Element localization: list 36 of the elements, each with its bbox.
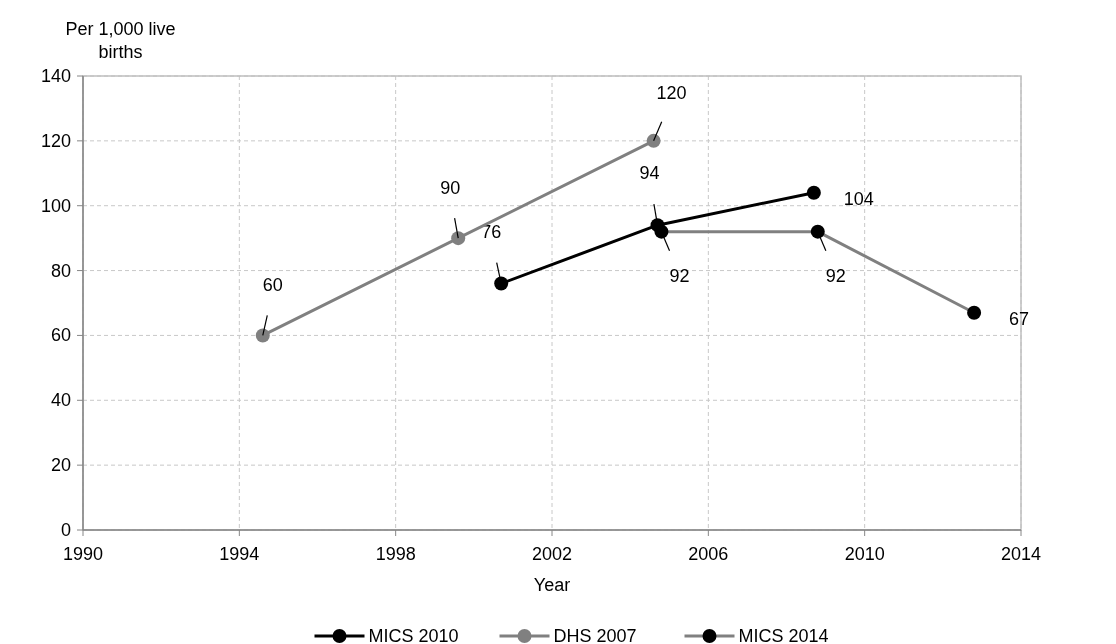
point <box>806 185 821 200</box>
point <box>451 231 466 246</box>
y-tick-label: 40 <box>50 390 71 411</box>
data-label: 120 <box>656 82 687 103</box>
data-label: 60 <box>262 275 283 296</box>
point <box>494 276 509 291</box>
point <box>654 224 669 239</box>
x-tick-label: 1990 <box>62 544 104 564</box>
x-tick-label: 2002 <box>531 544 573 564</box>
y-tick-label: 100 <box>40 195 71 216</box>
x-tick-label: 2014 <box>1000 544 1042 564</box>
y-tick-label: 60 <box>50 325 71 346</box>
x-tick-label: 1998 <box>375 544 416 564</box>
data-label: 104 <box>843 188 874 209</box>
x-tick-label: 1994 <box>219 544 260 564</box>
data-label: 92 <box>825 265 846 286</box>
y-tick-label: 80 <box>50 260 71 281</box>
legend-label: MICS 2010 <box>368 626 459 644</box>
data-label: 90 <box>440 178 461 199</box>
y-tick-label: 20 <box>50 455 71 476</box>
point <box>967 305 982 320</box>
legend-label: MICS 2014 <box>738 626 829 644</box>
legend-label: DHS 2007 <box>553 626 637 644</box>
y-tick-label: 140 <box>40 66 71 86</box>
x-tick-label: 2010 <box>844 544 885 564</box>
x-tick-label: 2006 <box>688 544 729 564</box>
y-axis-title: Per 1,000 live births <box>64 18 177 64</box>
data-label: 67 <box>1009 308 1030 329</box>
x-axis-title: Year <box>533 575 571 595</box>
y-tick-label: 120 <box>40 130 71 151</box>
y-tick-label: 0 <box>60 520 71 540</box>
point <box>646 133 661 148</box>
point <box>810 224 825 239</box>
data-label: 94 <box>639 163 660 184</box>
point <box>255 328 270 343</box>
data-label: 92 <box>669 265 690 286</box>
